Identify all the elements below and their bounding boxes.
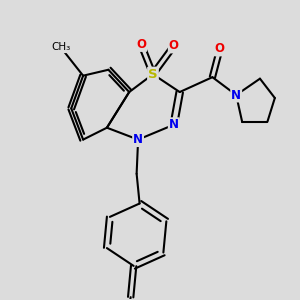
Text: N: N xyxy=(231,88,241,101)
Text: O: O xyxy=(136,38,146,51)
Text: N: N xyxy=(169,118,179,131)
Text: CH₃: CH₃ xyxy=(51,43,70,52)
Text: O: O xyxy=(215,42,225,56)
Text: S: S xyxy=(148,68,158,81)
Text: O: O xyxy=(169,40,179,52)
Text: N: N xyxy=(133,133,143,146)
